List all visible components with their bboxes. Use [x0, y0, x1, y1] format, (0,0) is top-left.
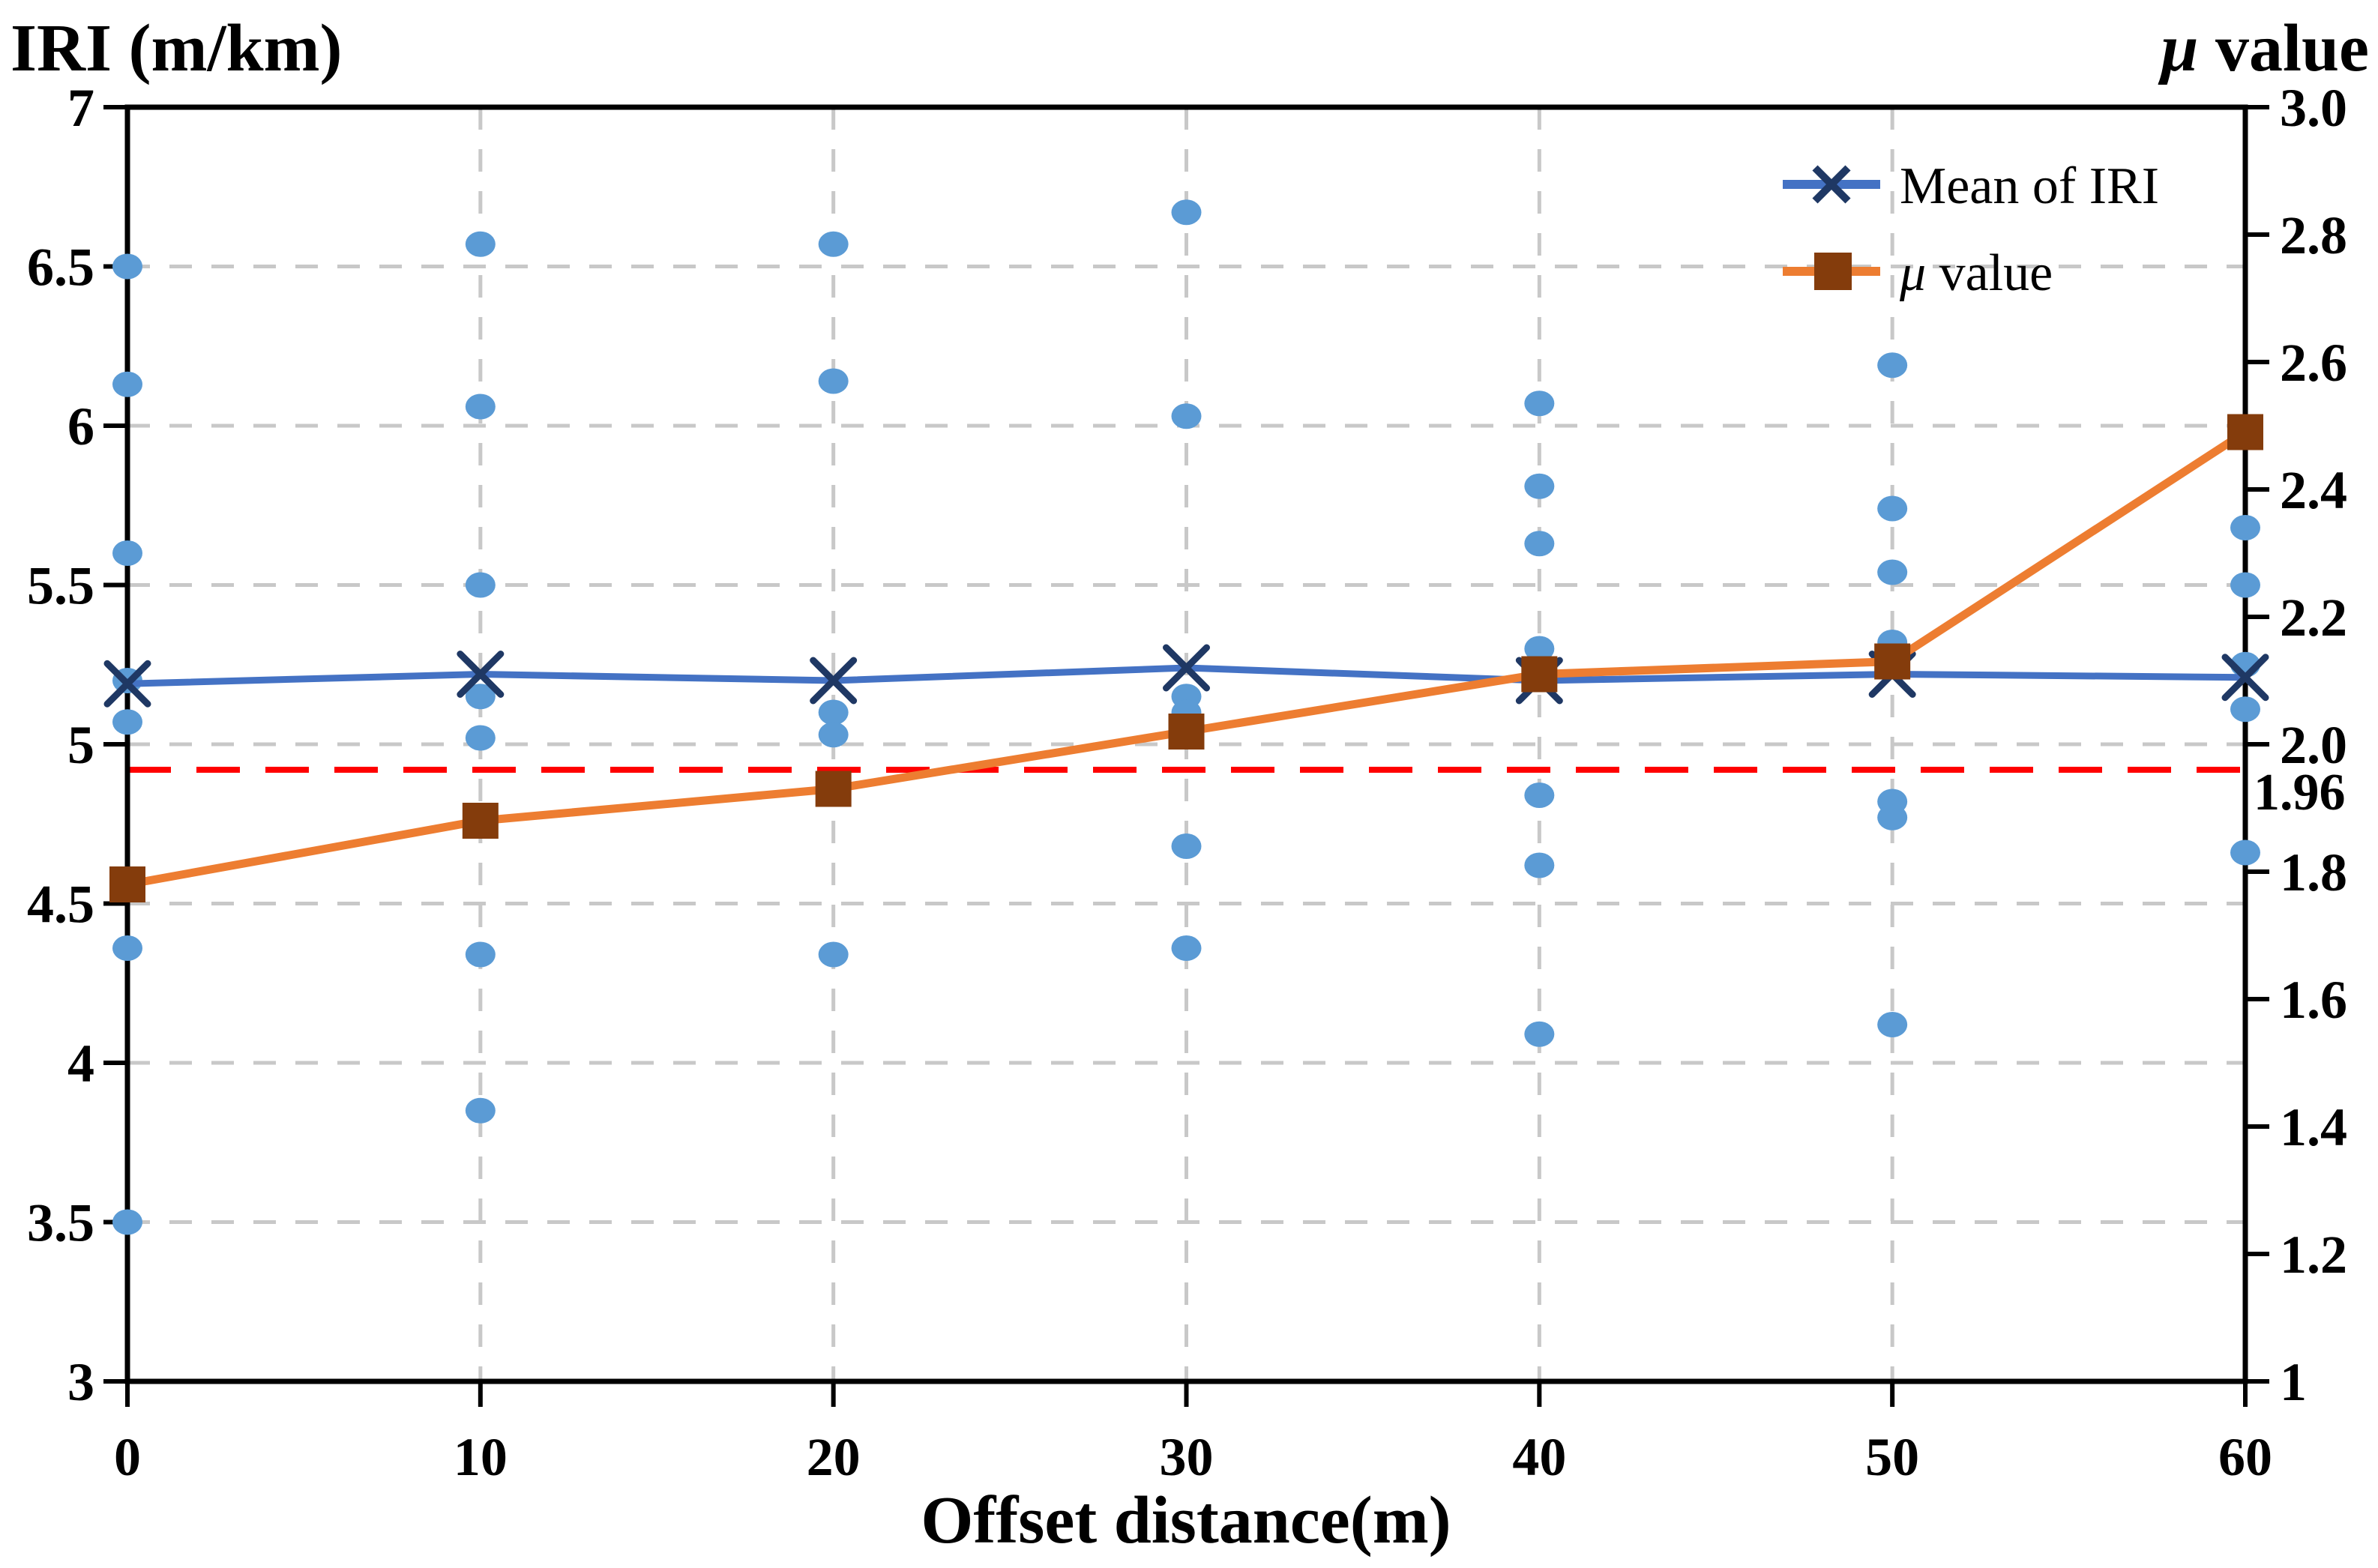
left-axis-tick-label: 3 [67, 1352, 94, 1412]
series-lines-layer [103, 414, 2269, 902]
x-axis-tick-label: 60 [2218, 1427, 2272, 1487]
right-axis-tick-label: 3.0 [2280, 78, 2347, 138]
right-axis-tick-label: 1.8 [2280, 842, 2347, 902]
scatter-point [2230, 839, 2260, 866]
legend-mean-x-marker-icon [1812, 165, 1851, 204]
scatter-point [1524, 636, 1555, 662]
scatter-point [2230, 696, 2260, 723]
scatter-point [465, 684, 496, 710]
scatter-point [818, 231, 849, 257]
left-axis-tick-label: 6.5 [27, 238, 94, 298]
legend-item-mu: μ value [1783, 244, 2053, 302]
scatter-point [112, 1209, 142, 1235]
scatter-point [818, 368, 849, 394]
scatter-point [1524, 852, 1555, 878]
scatter-point [1524, 531, 1555, 557]
scatter-point [1877, 559, 1908, 585]
mu-value-square-marker [1168, 714, 1205, 750]
right-axis-tick-label: 2.6 [2280, 333, 2347, 393]
x-axis-tick-label: 50 [1865, 1427, 1919, 1487]
scatter-point [818, 941, 849, 968]
right-axis-tick-label: 1.4 [2280, 1097, 2347, 1157]
scatter-point [2230, 515, 2260, 540]
x-axis-tick-label: 40 [1512, 1427, 1566, 1487]
scatter-point [1877, 804, 1908, 830]
legend: Mean of IRI μ value [1783, 157, 2159, 302]
legend-mean-label: Mean of IRI [1900, 157, 2159, 215]
legend-mu-label: μ value [1899, 244, 2053, 302]
scatter-point [818, 699, 849, 726]
right-axis-tick-label: 2.8 [2280, 205, 2347, 265]
mu-value-square-marker [815, 771, 852, 807]
scatter-point [112, 540, 142, 566]
right-axis-tick-label: 1.2 [2280, 1225, 2347, 1285]
left-axis-tick-label: 5 [67, 715, 94, 775]
scatter-point [112, 709, 142, 735]
legend-mu-label-mu: μ [1899, 244, 1926, 302]
right-axis-title-rest: value [2198, 11, 2369, 85]
left-axis-tick-label: 6 [67, 396, 94, 456]
x-axis-tick-label: 0 [114, 1427, 141, 1487]
legend-mu-square-marker-icon [1814, 253, 1852, 290]
scatter-point [1171, 403, 1202, 429]
left-axis-tick-label: 7 [67, 78, 94, 138]
right-axis-title: μ value [2158, 11, 2369, 85]
scatter-point [465, 725, 496, 751]
left-axis-tick-label: 4 [67, 1034, 94, 1094]
mu-value-square-marker [109, 866, 145, 902]
scatter-point [465, 1097, 496, 1124]
legend-mu-label-rest: value [1926, 244, 2053, 302]
x-axis-tick-label: 10 [454, 1427, 508, 1487]
left-axis-title: IRI (m/km) [10, 11, 343, 85]
scatter-point [2230, 572, 2260, 598]
scatter-point [1524, 391, 1555, 417]
scatter-point [818, 722, 849, 748]
x-axis-title: Offset distance(m) [921, 1483, 1451, 1558]
right-axis-title-mu: μ [2158, 11, 2198, 85]
tick-labels-layer: 7 6.5 6 5.5 5 4.5 4 3.5 3 3.0 2.8 2.6 2.4 2.2 2.0 1.8 1.… [27, 78, 2347, 1487]
mean-iri-x-marker [2221, 654, 2269, 702]
left-axis-tick-label: 4.5 [27, 875, 94, 935]
mu-value-square-marker [2227, 414, 2263, 450]
mean-iri-x-marker [457, 651, 505, 698]
x-axis-tick-label: 20 [807, 1427, 861, 1487]
left-axis-tick-label: 5.5 [27, 556, 94, 616]
right-axis-tick-label: 2.2 [2280, 588, 2347, 648]
scatter-point [465, 572, 496, 598]
scatter-point [465, 231, 496, 257]
threshold-value-label: 1.96 [2254, 764, 2346, 821]
mean-iri-x-marker [103, 660, 151, 708]
scatter-point [465, 393, 496, 420]
right-axis-tick-label: 1 [2280, 1352, 2307, 1412]
scatter-point [112, 371, 142, 397]
mu-value-square-marker [462, 803, 499, 839]
mean-iri-x-marker [810, 657, 858, 705]
mu-value-square-marker [1874, 643, 1911, 680]
right-axis-tick-label: 2.4 [2280, 460, 2347, 520]
scatter-point [112, 253, 142, 280]
mu-value-square-marker [1521, 656, 1558, 693]
scatter-point [1171, 833, 1202, 859]
scatter-point [1877, 352, 1908, 379]
scatter-point [1524, 1021, 1555, 1047]
scatter-point [1877, 1012, 1908, 1037]
scatter-point [1524, 473, 1555, 499]
scatter-point [1171, 199, 1202, 226]
scatter-point [112, 935, 142, 961]
right-axis-tick-label: 2.0 [2280, 715, 2347, 775]
left-axis-tick-label: 3.5 [27, 1193, 94, 1253]
scatter-point [1877, 495, 1908, 522]
scatter-point [1171, 935, 1202, 961]
legend-item-mean: Mean of IRI [1783, 157, 2159, 215]
scatter-point [465, 941, 496, 968]
x-axis-tick-label: 30 [1160, 1427, 1214, 1487]
right-axis-tick-label: 1.6 [2280, 970, 2347, 1030]
scatter-point [1524, 783, 1555, 808]
mean-iri-x-marker [1163, 644, 1210, 692]
